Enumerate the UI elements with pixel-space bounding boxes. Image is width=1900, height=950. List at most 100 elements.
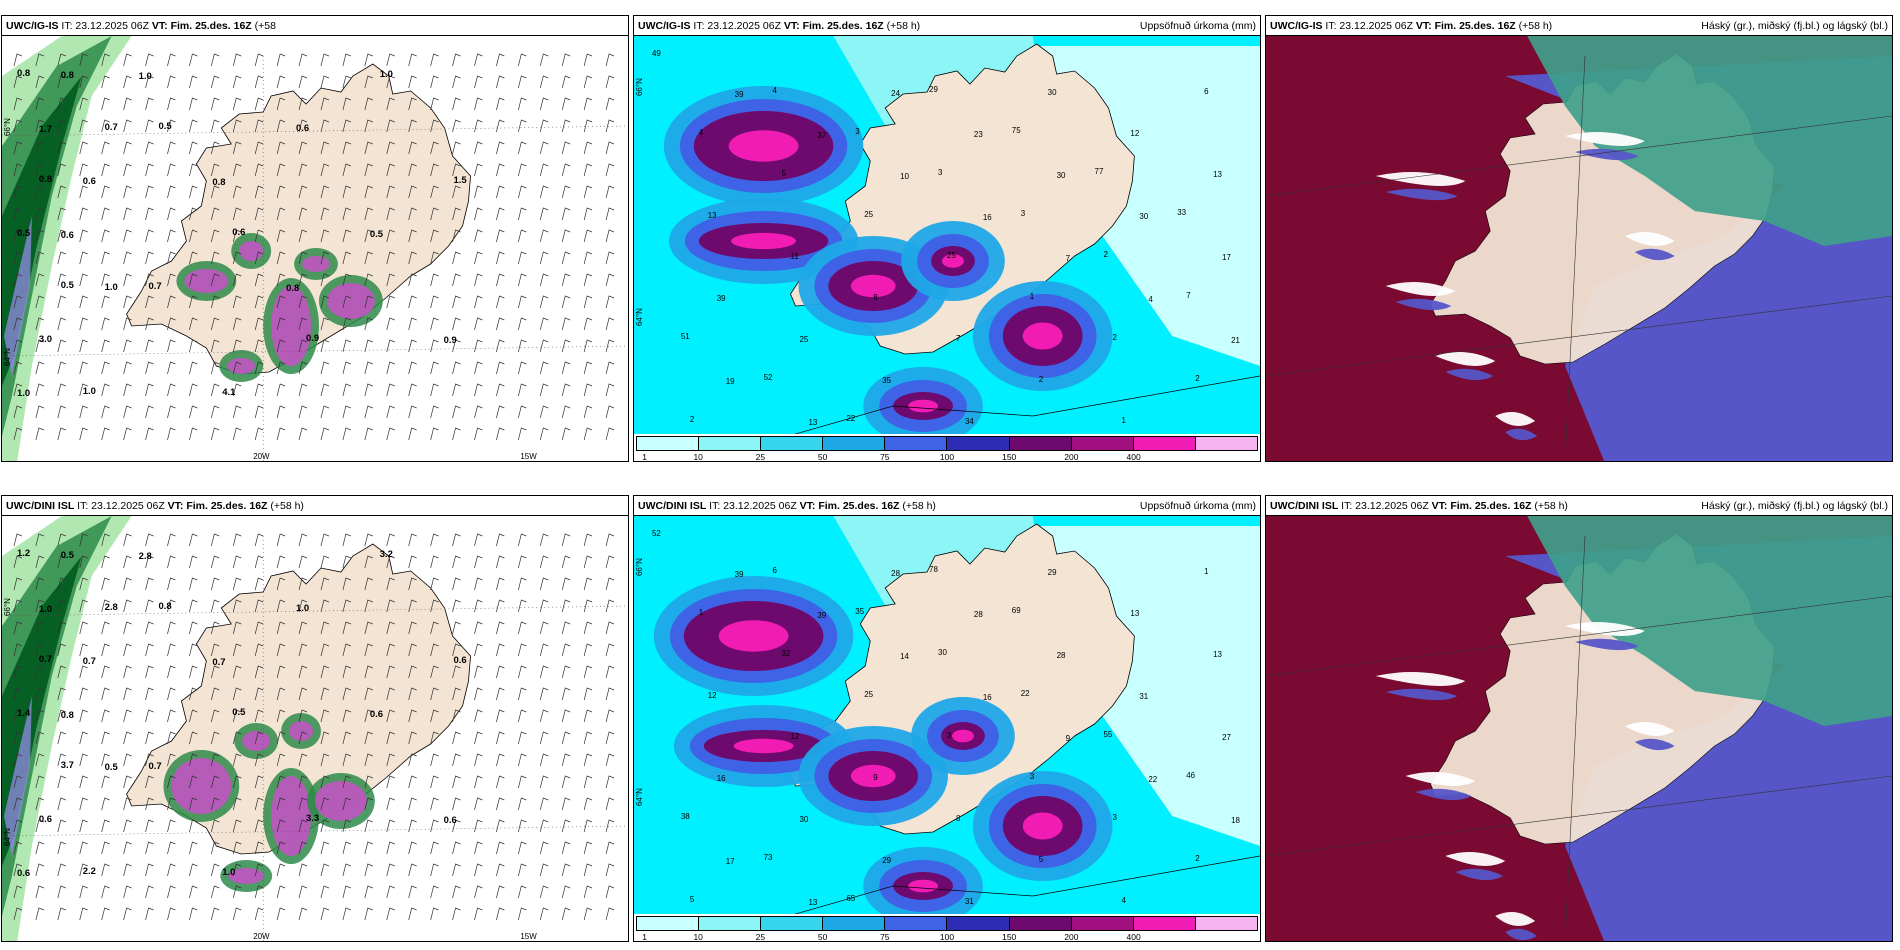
wind-barb	[430, 295, 439, 309]
wind-barb	[430, 907, 439, 921]
wind-barb	[57, 207, 66, 221]
wind-barb	[364, 775, 373, 789]
wind-barb	[583, 643, 593, 657]
wind-barb	[408, 75, 417, 89]
cloud-mid-streak	[1415, 788, 1472, 801]
wind-layer: 66°N 64°N 20W 15W 1.2 0.8 0.7 0.5 3.7 3.3 2.2 3.2 2.…	[2, 516, 628, 941]
wind-barb	[320, 405, 330, 419]
wind-barb	[386, 841, 395, 855]
wind-barb	[254, 797, 264, 811]
wind-barb	[298, 687, 308, 701]
wind-barb	[474, 687, 483, 701]
wind-barb	[79, 731, 88, 745]
wind-barb	[561, 405, 571, 419]
panel-header: UWC/IG-IS IT: 23.12.2025 06Z VT: Fim. 25…	[634, 16, 1260, 36]
wind-barb	[123, 207, 132, 221]
wind-barb	[386, 339, 395, 353]
wind-barb	[342, 383, 352, 397]
wind-barb	[583, 599, 593, 613]
wind-barb	[474, 405, 483, 419]
wind-value-label: 0.6	[17, 868, 30, 879]
legend-ticks: 1 10 25 50 75 100 150 200 400	[636, 452, 1258, 461]
wind-barb	[210, 555, 220, 569]
wind-barb	[145, 599, 154, 613]
wind-barb	[539, 317, 549, 331]
precip-value-label: 46	[1186, 771, 1195, 780]
legend-ticks: 1 10 25 50 75 100 150 200 400	[636, 932, 1258, 941]
wind-barb	[474, 885, 483, 899]
precip-value-label: 25	[799, 335, 808, 344]
wind-barb	[605, 75, 615, 89]
wind-barb	[320, 53, 330, 67]
wind-barb	[342, 141, 352, 155]
wind-barb	[145, 405, 154, 419]
wind-barb	[298, 533, 308, 547]
cloud-mid-streak	[1634, 248, 1675, 261]
wind-value-label: 0.5	[105, 762, 118, 773]
wind-patch-magenta	[302, 256, 330, 272]
wind-barb	[605, 643, 615, 657]
wind-barb	[189, 731, 198, 745]
wind-barb	[408, 555, 417, 569]
cloud-mid-streak	[1575, 148, 1639, 161]
wind-barb	[496, 383, 505, 397]
wind-barb	[167, 731, 176, 745]
precip-value-label: 6	[773, 566, 778, 575]
wind-barb	[123, 775, 132, 789]
wind-barb	[79, 295, 88, 309]
wind-barb	[320, 599, 330, 613]
wind-barb	[342, 229, 352, 243]
wind-barb	[35, 731, 44, 745]
wind-barb	[276, 731, 286, 745]
wind-barb	[35, 295, 44, 309]
wind-barb	[298, 251, 308, 265]
wind-barb	[101, 185, 110, 199]
wind-barb	[57, 53, 66, 67]
wind-barb	[474, 819, 483, 833]
wind-barb	[13, 687, 23, 701]
wind-barb	[518, 709, 527, 723]
wind-barb	[364, 555, 373, 569]
wind-barb	[101, 251, 110, 265]
wind-barb	[57, 405, 66, 419]
wind-barb	[298, 863, 308, 877]
wind-barb	[539, 163, 549, 177]
wind-barb	[13, 753, 23, 767]
precip-value-label: 30	[1048, 88, 1057, 97]
wind-barb	[35, 163, 44, 177]
wind-barb	[583, 163, 593, 177]
legend-tick-label: 50	[817, 932, 828, 942]
wind-barb	[167, 819, 176, 833]
wind-barb	[298, 555, 308, 569]
wind-barb	[583, 251, 593, 265]
wind-barb	[605, 361, 615, 375]
wind-barb	[518, 383, 527, 397]
wind-barb	[408, 643, 417, 657]
wind-barb	[35, 533, 44, 547]
wind-barb	[386, 687, 395, 701]
wind-barb	[167, 863, 176, 877]
wind-barb	[342, 643, 352, 657]
wind-barb	[57, 841, 66, 855]
wind-barb	[189, 621, 198, 635]
wind-barb	[57, 229, 66, 243]
wind-barb	[35, 863, 44, 877]
wind-barb	[539, 907, 549, 921]
wind-patch-magenta	[239, 241, 264, 261]
wind-patch-magenta	[271, 286, 312, 366]
wind-barb	[539, 643, 549, 657]
wind-barb	[57, 731, 66, 745]
wind-barb	[583, 97, 593, 111]
wind-barb	[189, 599, 198, 613]
wind-barb	[35, 907, 44, 921]
wind-barb	[605, 621, 615, 635]
wind-barb	[145, 185, 154, 199]
wind-barb	[496, 577, 505, 591]
wind-barb	[57, 97, 66, 111]
lon-label: 20W	[253, 932, 270, 941]
wind-barb	[386, 643, 395, 657]
wind-barb	[57, 273, 66, 287]
wind-barb	[57, 863, 66, 877]
wind-map-panel-igis: UWC/IG-IS IT: 23.12.2025 06Z VT: Fim. 25…	[1, 15, 629, 462]
